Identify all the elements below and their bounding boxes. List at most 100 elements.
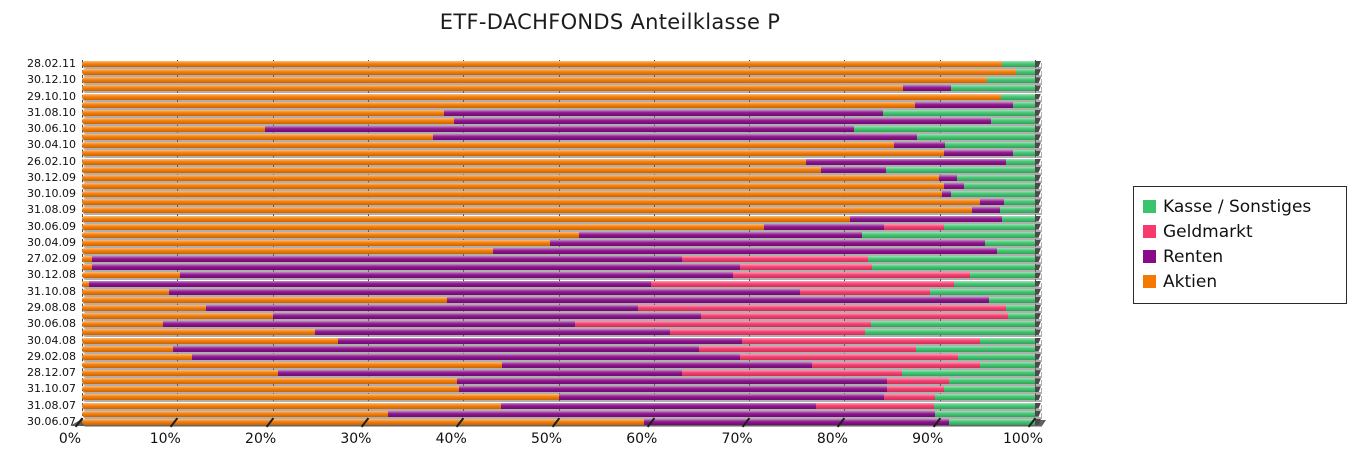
segment-aktien (82, 191, 942, 198)
segment-renten (264, 126, 854, 133)
bar-end-cap (1034, 280, 1041, 287)
segment-geldmarkt (732, 272, 971, 279)
segment-geldmarkt (739, 353, 958, 360)
segment-renten (492, 248, 997, 255)
x-tick-label-60%: 60% (626, 431, 658, 447)
segment-renten (944, 150, 1014, 157)
segment-aktien (82, 158, 807, 165)
bar-end-cap (1034, 394, 1041, 401)
bar-row-month-23 (82, 248, 1041, 255)
segment-aktien (82, 134, 433, 141)
legend-box: Kasse / Sonstiges Geldmarkt Renten Aktien (1133, 186, 1347, 304)
legend-swatch-icon (1143, 225, 1156, 238)
bar-row-month-7 (82, 117, 1041, 124)
y-tick-label-30.04.09: 30.04.09 (27, 235, 76, 249)
legend-swatch-icon (1143, 250, 1156, 263)
segment-kasse-sonstiges (987, 77, 1035, 84)
bar-end-cap (1034, 207, 1041, 214)
bar-row-31.10.08 (82, 288, 1041, 295)
y-tick-label-31.08.10: 31.08.10 (27, 105, 76, 119)
bar-row-31.10.07 (82, 386, 1041, 393)
segment-kasse-sonstiges (996, 248, 1035, 255)
bar-row-28.12.07 (82, 370, 1041, 377)
bar-row-31.08.10 (82, 109, 1041, 116)
bar-row-month-5 (82, 101, 1041, 108)
legend-item-renten: Renten (1143, 244, 1337, 269)
segment-kasse-sonstiges (865, 329, 1035, 336)
y-tick-label-30.12.10: 30.12.10 (27, 73, 76, 87)
segment-kasse-sonstiges (951, 85, 1035, 92)
segment-kasse-sonstiges (1013, 150, 1035, 157)
segment-renten (446, 296, 990, 303)
segment-renten (91, 256, 683, 263)
bar-end-cap (1034, 353, 1041, 360)
legend-swatch-icon (1143, 200, 1156, 213)
segment-kasse-sonstiges (853, 126, 1035, 133)
y-tick-label-30.06.07: 30.06.07 (27, 414, 76, 428)
y-tick-label-30.12.09: 30.12.09 (27, 170, 76, 184)
y-tick-label-27.02.09: 27.02.09 (27, 252, 76, 266)
bar-row-month-27 (82, 280, 1041, 287)
segment-aktien (82, 264, 92, 271)
bar-end-cap (1034, 361, 1041, 368)
bar-end-cap (1034, 69, 1041, 76)
y-tick-label-30.12.08: 30.12.08 (27, 268, 76, 282)
segment-renten (559, 394, 885, 401)
segment-kasse-sonstiges (1001, 215, 1035, 222)
segment-aktien (82, 150, 945, 157)
segment-renten (315, 329, 670, 336)
segment-kasse-sonstiges (886, 166, 1035, 173)
bar-end-cap (1034, 272, 1041, 279)
bar-row-30.06.09 (82, 223, 1041, 230)
segment-renten (459, 386, 888, 393)
bar-end-cap (1034, 248, 1041, 255)
segment-aktien (82, 361, 503, 368)
bar-row-31.08.07 (82, 402, 1041, 409)
segment-renten (578, 231, 863, 238)
bar-end-cap (1034, 337, 1041, 344)
segment-aktien (82, 288, 169, 295)
segment-geldmarkt (739, 264, 872, 271)
bar-end-cap (1034, 158, 1041, 165)
bar-end-cap (1034, 345, 1041, 352)
segment-kasse-sonstiges (956, 174, 1035, 181)
segment-kasse-sonstiges (933, 402, 1035, 409)
segment-aktien (82, 183, 945, 189)
x-tick-label-90%: 90% (912, 431, 944, 447)
bar-end-cap (1034, 101, 1041, 108)
segment-kasse-sonstiges (1001, 61, 1035, 67)
legend-item-geldmarkt: Geldmarkt (1143, 219, 1337, 244)
y-tick-label-28.02.11: 28.02.11 (27, 57, 76, 70)
segment-kasse-sonstiges (882, 109, 1035, 116)
bar-row-26.02.10 (82, 158, 1041, 165)
bar-end-cap (1034, 305, 1041, 311)
bar-row-29.08.08 (82, 305, 1041, 311)
segment-aktien (82, 353, 192, 360)
segment-aktien (82, 231, 579, 238)
segment-renten (972, 207, 1000, 214)
segment-kasse-sonstiges (944, 223, 1035, 230)
bar-end-cap (1034, 410, 1041, 417)
bar-row-29.10.10 (82, 93, 1041, 100)
segment-kasse-sonstiges (1006, 158, 1035, 165)
segment-kasse-sonstiges (916, 134, 1035, 141)
segment-geldmarkt (682, 256, 869, 263)
segment-kasse-sonstiges (945, 142, 1035, 149)
plot-area (82, 60, 1041, 426)
bar-end-cap (1034, 264, 1041, 271)
segment-aktien (82, 174, 939, 181)
bar-end-cap (1034, 199, 1041, 206)
segment-renten (191, 353, 740, 360)
segment-aktien (82, 337, 339, 344)
segment-renten (549, 239, 986, 246)
segment-kasse-sonstiges (862, 231, 1035, 238)
y-tick-label-29.08.08: 29.08.08 (27, 301, 76, 314)
segment-renten (91, 264, 740, 271)
bar-row-month-1 (82, 69, 1041, 76)
segment-aktien (82, 166, 821, 173)
x-tick-label-100%: 100% (1002, 431, 1044, 447)
y-tick-label-30.06.10: 30.06.10 (27, 122, 76, 136)
y-tick-label-31.10.08: 31.10.08 (27, 284, 76, 298)
segment-renten (387, 410, 935, 417)
